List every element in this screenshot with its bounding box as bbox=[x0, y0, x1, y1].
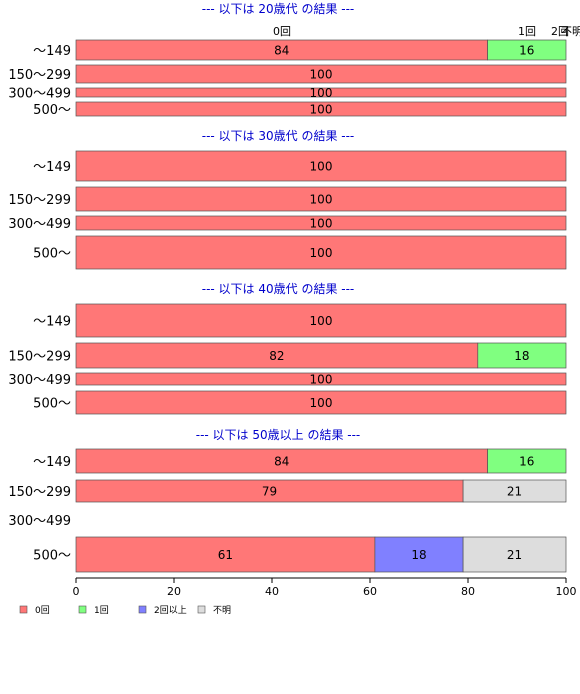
data-label-3-3-2: 18 bbox=[411, 548, 426, 562]
bar-segment-3-0-0 bbox=[75, 448, 488, 474]
x-tick-label-1: 20 bbox=[167, 585, 181, 598]
row-label-3-3: 500～ bbox=[33, 549, 71, 564]
bar-segment-0-2-0 bbox=[75, 87, 567, 98]
x-tick-label-2: 40 bbox=[265, 585, 279, 598]
row-label-0-1: 150～299 bbox=[8, 68, 71, 83]
legend-swatch-3 bbox=[197, 605, 206, 614]
data-label-3-0-0: 84 bbox=[274, 455, 289, 469]
data-label-2-0-0: 100 bbox=[310, 314, 333, 328]
header-label-1: 1回 bbox=[518, 25, 536, 38]
header-label-3: 不明 bbox=[561, 25, 580, 38]
bar-segment-3-3-2 bbox=[374, 536, 464, 573]
legend-label-3: 不明 bbox=[213, 605, 231, 616]
row-label-0-3: 500～ bbox=[33, 103, 71, 118]
row-label-3-2: 300～499 bbox=[8, 514, 71, 529]
data-label-0-1-0: 100 bbox=[310, 68, 333, 82]
legend-swatch-2 bbox=[138, 605, 147, 614]
data-label-2-1-1: 18 bbox=[514, 349, 529, 363]
x-tick-label-0: 0 bbox=[73, 585, 80, 598]
data-label-0-0-0: 84 bbox=[274, 44, 289, 58]
row-label-1-1: 150～299 bbox=[8, 193, 71, 208]
data-label-1-0-0: 100 bbox=[310, 160, 333, 174]
data-label-3-3-3: 21 bbox=[507, 548, 522, 562]
panel-title-2: --- 以下は 40歳代 の結果 --- bbox=[202, 282, 355, 296]
row-label-2-1: 150～299 bbox=[8, 350, 71, 365]
bar-segment-0-3-0 bbox=[75, 101, 567, 117]
data-label-2-2-0: 100 bbox=[310, 373, 333, 387]
header-label-0: 0回 bbox=[273, 25, 291, 38]
bar-segment-0-1-0 bbox=[75, 64, 567, 84]
row-label-2-2: 300～499 bbox=[8, 373, 71, 388]
bar-segment-2-1-0 bbox=[75, 342, 479, 369]
data-label-0-0-1: 16 bbox=[519, 44, 534, 58]
row-label-1-0: ～149 bbox=[33, 160, 71, 175]
header-label-2: 2回 bbox=[551, 25, 569, 38]
data-label-1-3-0: 100 bbox=[310, 246, 333, 260]
legend-label-1: 1回 bbox=[94, 605, 109, 616]
x-tick-label-3: 60 bbox=[363, 585, 377, 598]
panel-title-0: --- 以下は 20歳代 の結果 --- bbox=[202, 2, 355, 16]
legend-label-2: 2回以上 bbox=[154, 605, 187, 616]
row-label-3-0: ～149 bbox=[33, 455, 71, 470]
panel-title-3: --- 以下は 50歳以上 の結果 --- bbox=[196, 428, 361, 442]
data-label-3-3-0: 61 bbox=[218, 548, 233, 562]
x-tick-label-5: 100 bbox=[556, 585, 577, 598]
legend-label-0: 0回 bbox=[35, 605, 50, 616]
data-label-2-3-0: 100 bbox=[310, 396, 333, 410]
bar-segment-3-3-3 bbox=[462, 536, 567, 573]
bar-segment-3-3-0 bbox=[75, 536, 376, 573]
bar-segment-2-2-0 bbox=[75, 372, 567, 386]
row-label-0-2: 300～499 bbox=[8, 87, 71, 102]
bar-segment-0-0-1 bbox=[487, 39, 567, 61]
data-label-2-1-0: 82 bbox=[269, 349, 284, 363]
row-label-1-2: 300～499 bbox=[8, 217, 71, 232]
data-label-0-2-0: 100 bbox=[310, 86, 333, 100]
bar-segment-1-3-0 bbox=[75, 235, 567, 270]
data-label-3-1-0: 79 bbox=[262, 485, 277, 499]
data-label-0-3-0: 100 bbox=[310, 103, 333, 117]
data-label-3-1-3: 21 bbox=[507, 485, 522, 499]
data-label-1-2-0: 100 bbox=[310, 217, 333, 231]
bar-segment-1-0-0 bbox=[75, 150, 567, 182]
bar-segment-2-3-0 bbox=[75, 390, 567, 415]
bar-segment-1-2-0 bbox=[75, 215, 567, 231]
bar-segment-3-1-3 bbox=[462, 479, 567, 503]
panel-title-1: --- 以下は 30歳代 の結果 --- bbox=[202, 129, 355, 143]
x-tick-label-4: 80 bbox=[461, 585, 475, 598]
data-label-1-1-0: 100 bbox=[310, 193, 333, 207]
bar-segment-3-0-1 bbox=[487, 448, 567, 474]
row-label-3-1: 150～299 bbox=[8, 485, 71, 500]
row-label-1-3: 500～ bbox=[33, 247, 71, 262]
legend-swatch-0 bbox=[19, 605, 28, 614]
bar-segment-2-1-1 bbox=[477, 342, 567, 369]
legend-swatch-1 bbox=[78, 605, 87, 614]
data-label-3-0-1: 16 bbox=[519, 455, 534, 469]
row-label-2-3: 500～ bbox=[33, 397, 71, 412]
bar-segment-2-0-0 bbox=[75, 303, 567, 338]
row-label-0-0: ～149 bbox=[33, 44, 71, 59]
bar-segment-1-1-0 bbox=[75, 186, 567, 212]
row-label-2-0: ～149 bbox=[33, 315, 71, 330]
